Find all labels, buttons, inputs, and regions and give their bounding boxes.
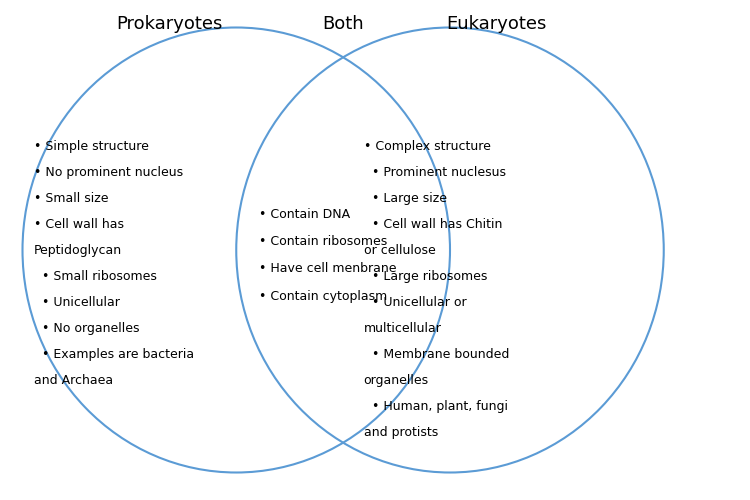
Text: • Unicellular: • Unicellular [34, 296, 120, 309]
Text: • Cell wall has: • Cell wall has [34, 218, 124, 231]
Text: • Prominent nuclesus: • Prominent nuclesus [364, 166, 506, 179]
Text: • Cell wall has Chitin: • Cell wall has Chitin [364, 218, 502, 231]
Text: • Membrane bounded: • Membrane bounded [364, 348, 509, 361]
Text: • Human, plant, fungi: • Human, plant, fungi [364, 400, 508, 413]
Text: • Contain ribosomes: • Contain ribosomes [259, 235, 387, 248]
Text: • Small size: • Small size [34, 192, 108, 205]
Text: organelles: organelles [364, 374, 429, 387]
Text: • Complex structure: • Complex structure [364, 140, 490, 153]
Text: • No prominent nucleus: • No prominent nucleus [34, 166, 183, 179]
Text: and protists: and protists [364, 426, 438, 439]
Text: Both: Both [322, 15, 364, 33]
Text: • Unicellular or: • Unicellular or [364, 296, 466, 309]
Text: • Large ribosomes: • Large ribosomes [364, 270, 488, 283]
Text: and Archaea: and Archaea [34, 374, 112, 387]
Text: or cellulose: or cellulose [364, 244, 436, 257]
Text: multicellular: multicellular [364, 322, 442, 335]
Text: • Examples are bacteria: • Examples are bacteria [34, 348, 194, 361]
Text: Eukaryotes: Eukaryotes [446, 15, 547, 33]
Text: • Contain DNA: • Contain DNA [259, 208, 350, 220]
Text: • Simple structure: • Simple structure [34, 140, 148, 153]
Text: Prokaryotes: Prokaryotes [116, 15, 223, 33]
Text: • Small ribosomes: • Small ribosomes [34, 270, 157, 283]
Text: • Large size: • Large size [364, 192, 447, 205]
Text: • Contain cytoplasm: • Contain cytoplasm [259, 290, 387, 303]
Text: • Have cell menbrane: • Have cell menbrane [259, 262, 396, 276]
Text: Peptidoglycan: Peptidoglycan [34, 244, 122, 257]
Text: • No organelles: • No organelles [34, 322, 140, 335]
